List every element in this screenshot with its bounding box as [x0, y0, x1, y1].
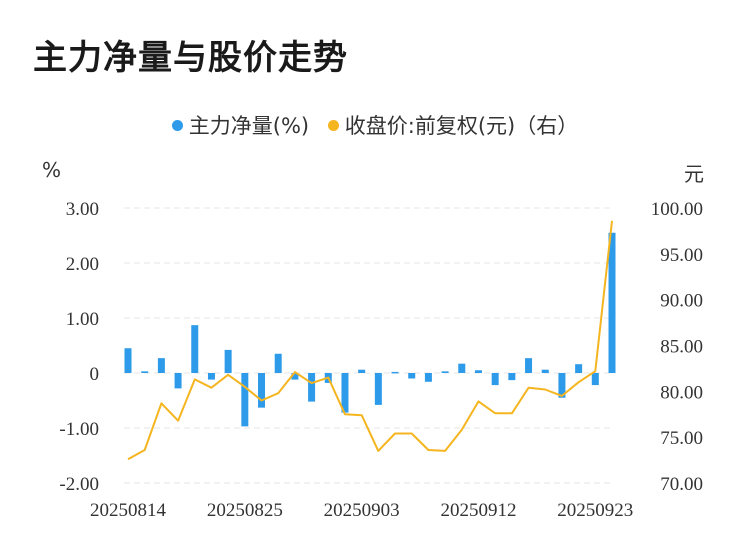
bar: [391, 371, 399, 374]
x-tick-label: 20250903: [324, 500, 400, 521]
bar: [224, 349, 232, 373]
bar: [575, 364, 583, 373]
bar: [591, 373, 599, 386]
price-line: [127, 220, 613, 461]
bar: [541, 369, 549, 373]
x-tick-label: 20250912: [440, 500, 516, 521]
left-tick-label: -2.00: [59, 474, 99, 495]
bar: [558, 373, 566, 398]
bar: [408, 373, 416, 379]
right-axis-unit: 元: [684, 162, 704, 186]
right-tick-label: 80.00: [660, 382, 703, 403]
bar: [141, 371, 149, 373]
bar: [207, 373, 215, 380]
x-tick-label: 20250825: [207, 500, 283, 521]
left-tick-label: 0: [90, 364, 100, 385]
bar: [174, 373, 182, 389]
bar: [441, 371, 449, 373]
left-tick-label: -1.00: [59, 419, 99, 440]
left-tick-label: 2.00: [66, 254, 99, 275]
bar: [157, 358, 165, 373]
bar: [424, 373, 432, 382]
left-tick-label: 3.00: [66, 199, 99, 220]
bar: [491, 373, 499, 386]
right-tick-label: 70.00: [660, 474, 703, 495]
x-tick-label: 20250923: [557, 500, 633, 521]
legend-label-net-flow: 主力净量(%): [188, 114, 310, 138]
legend-dot-icon: [327, 119, 339, 131]
left-tick-label: 1.00: [66, 309, 99, 330]
bar: [458, 363, 466, 373]
legend-item-net-flow[interactable]: 主力净量(%): [171, 110, 310, 140]
bar: [241, 373, 249, 427]
right-tick-label: 85.00: [660, 337, 703, 358]
bar: [474, 370, 482, 373]
bar: [191, 325, 199, 373]
bar: [124, 348, 132, 373]
chart-title: 主力净量与股价走势: [33, 38, 348, 78]
bar: [258, 373, 266, 408]
right-tick-label: 100.00: [651, 199, 703, 220]
bar: [374, 373, 382, 405]
bar: [274, 353, 282, 373]
bar: [308, 373, 316, 402]
right-tick-label: 90.00: [660, 291, 703, 312]
bar: [291, 373, 299, 380]
legend-item-close-price[interactable]: 收盘价:前复权(元)（右）: [327, 110, 579, 140]
bar: [608, 232, 616, 373]
legend-dot-icon: [171, 119, 183, 131]
left-axis-unit: %: [42, 158, 62, 182]
legend-label-close-price: 收盘价:前复权(元)（右）: [344, 114, 579, 138]
right-tick-label: 95.00: [660, 245, 703, 266]
legend: 主力净量(%) 收盘价:前复权(元)（右）: [0, 110, 750, 140]
right-tick-label: 75.00: [660, 428, 703, 449]
bar: [358, 369, 366, 373]
bar: [341, 373, 349, 413]
bar: [508, 373, 516, 381]
x-tick-label: 20250814: [90, 500, 167, 521]
bar: [525, 358, 533, 373]
